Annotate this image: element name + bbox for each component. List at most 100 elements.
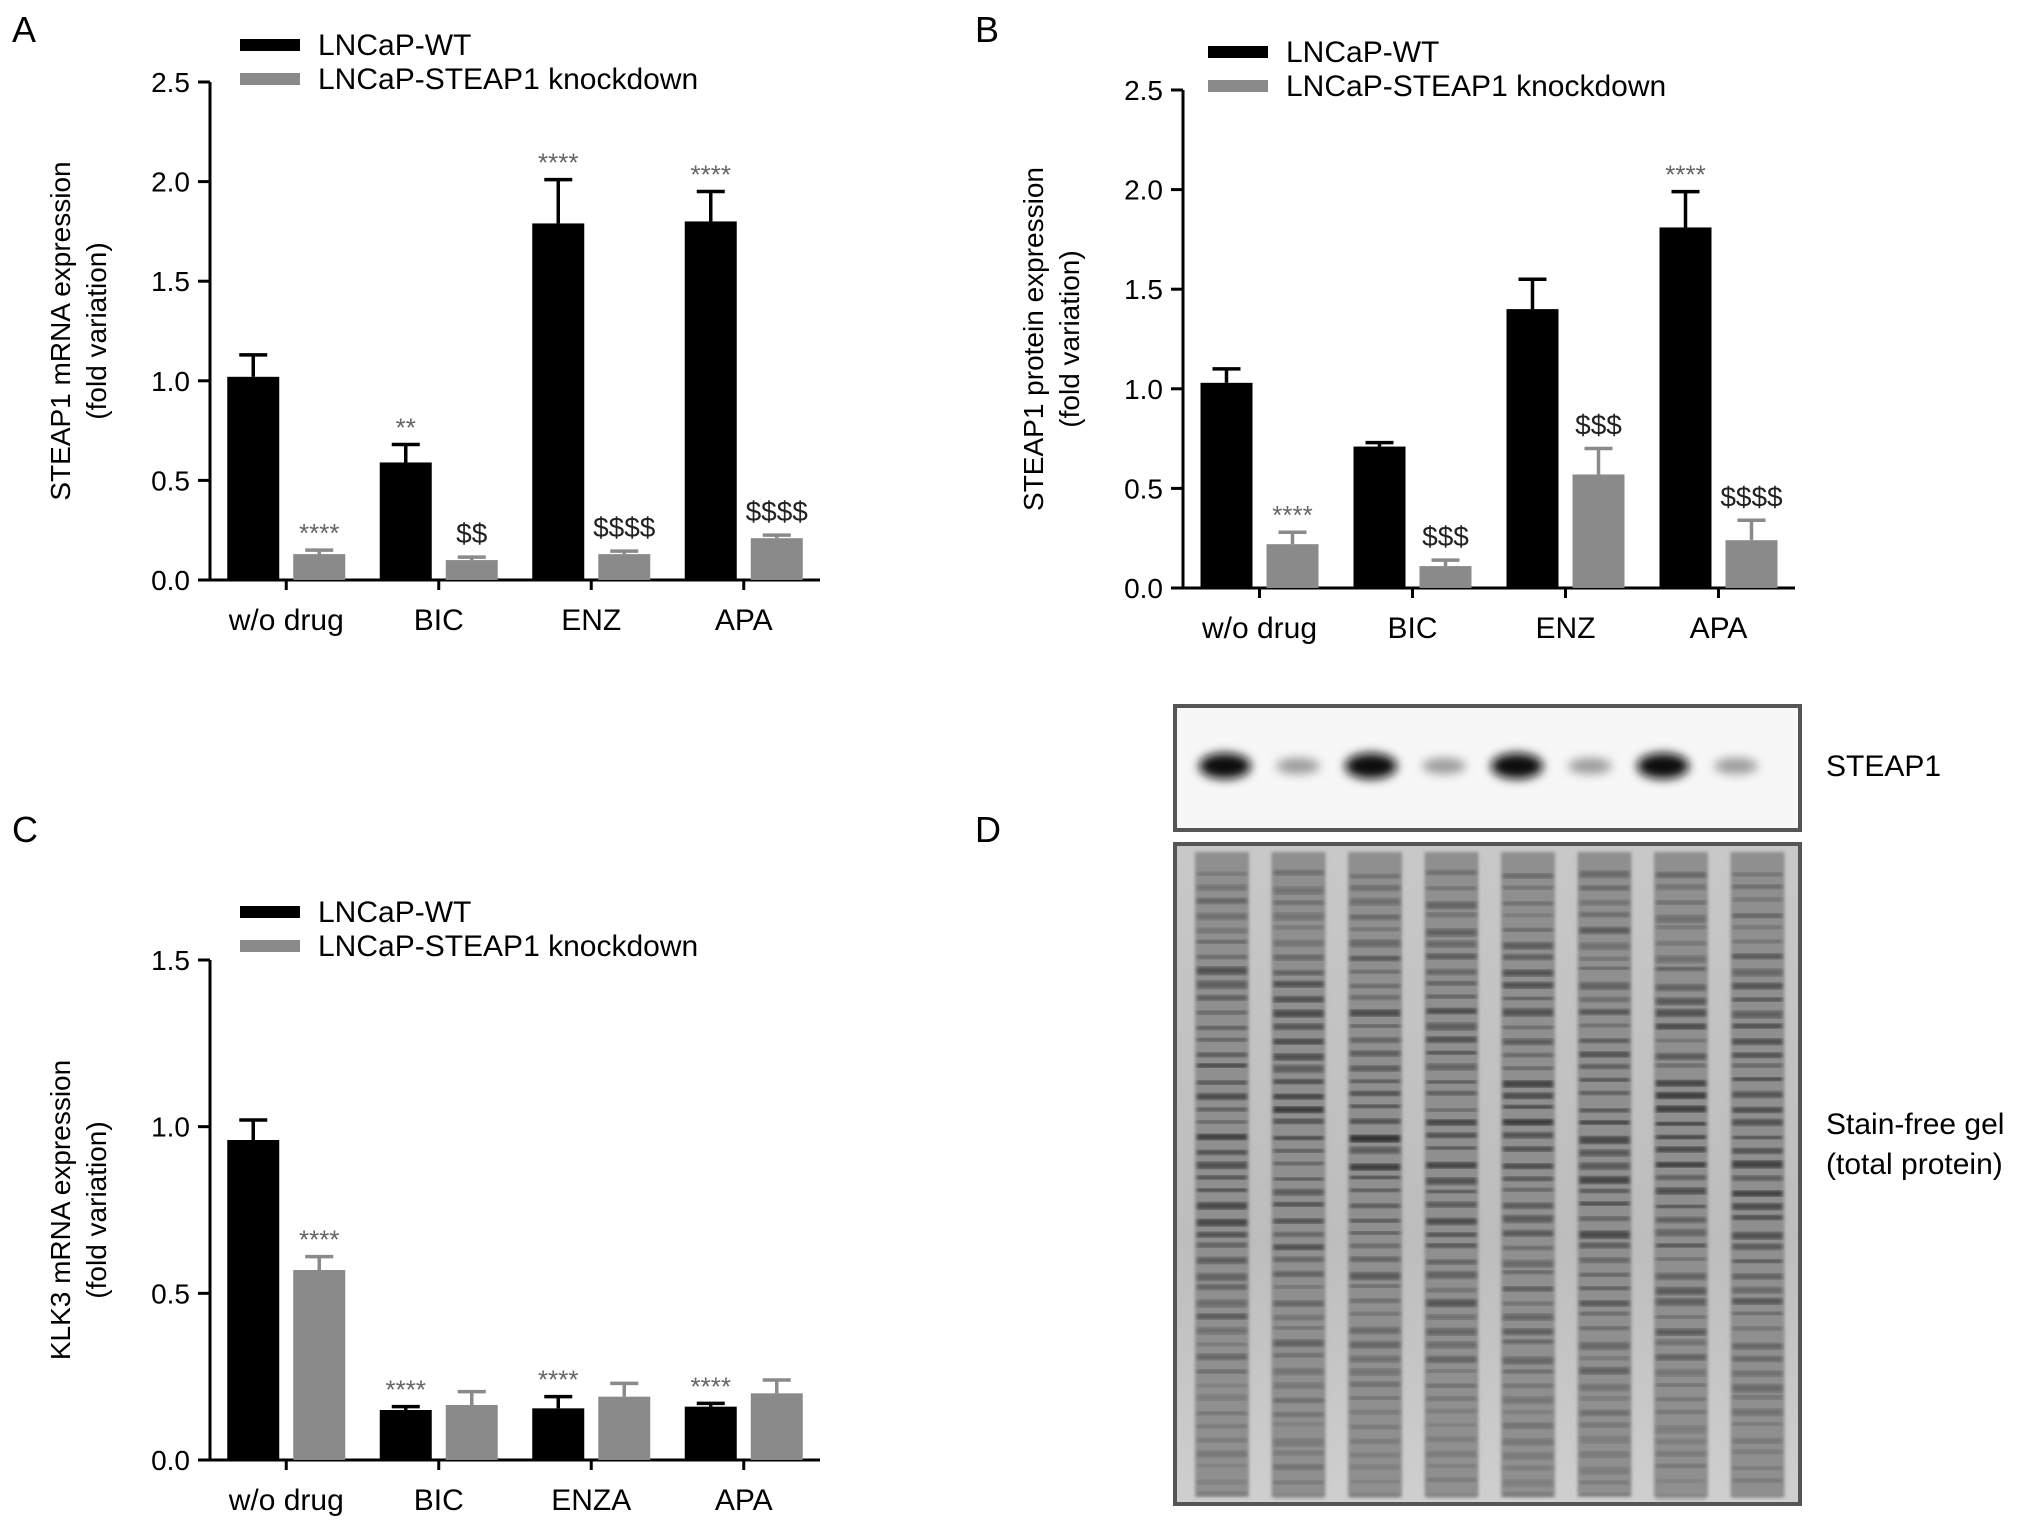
gel-band [1426,912,1477,918]
gel-band [1732,1052,1783,1059]
chart-b: 0.0 0.5 1.0 1.5 2.0 2.5 STEAP1 protein express… [1018,36,1795,645]
gel-band [1656,1092,1706,1099]
gel-band [1503,1438,1553,1446]
gel-band [1579,1023,1630,1027]
gel-band [1350,1163,1400,1171]
gel-band [1656,925,1706,930]
gel-band [1732,1438,1783,1444]
gel-band [1732,1449,1783,1455]
gel-band [1197,1161,1247,1169]
gel-band [1579,912,1630,918]
bar [750,538,803,580]
gel-band [1426,940,1477,948]
gel-band [1273,1326,1324,1330]
gel-band [1732,982,1783,990]
gel-band [1350,939,1400,948]
significance-label: $$$$ [1720,481,1783,512]
gel-band [1197,1175,1247,1180]
gel-band [1350,1118,1400,1124]
gel-band [1732,1297,1783,1305]
gel-band [1656,884,1706,890]
bar [445,560,498,580]
gel-band [1732,953,1783,960]
gel-band [1503,1328,1553,1335]
gel-band [1350,1298,1400,1304]
gel-band [1197,1479,1247,1485]
gel-band [1579,942,1630,950]
gel-band [1197,1037,1247,1042]
gel-band [1426,1408,1477,1414]
gel-band [1579,927,1630,934]
gel-band [1656,1494,1706,1501]
gel-band [1732,1326,1783,1331]
gel-band [1350,898,1400,906]
gel-band [1273,1118,1324,1124]
gel-band [1503,1452,1553,1460]
gel-band [1579,1422,1630,1428]
gel-band [1197,1133,1247,1141]
gel-band [1273,1244,1324,1251]
gel-band [1426,980,1477,986]
gel-band [1426,1328,1477,1336]
gel-band [1579,1038,1630,1043]
gel-band [1197,1491,1247,1497]
gel-band [1426,1063,1477,1071]
category-label: w/o drug [1201,612,1317,645]
gel-band [1426,1271,1477,1279]
gel-band [1426,1299,1477,1307]
category-label: ENZ [561,604,621,637]
bar [1659,227,1712,588]
gel-band [1426,1218,1477,1225]
gel-band [1579,1272,1630,1277]
gel-band [1579,1383,1630,1391]
gel-band [1579,997,1630,1002]
gel-band [1732,1160,1783,1169]
gel-band [1350,914,1400,921]
gel-band [1579,1300,1630,1307]
gel-band [1426,1493,1477,1500]
gel-band [1579,1051,1630,1058]
gel-band [1350,1410,1400,1415]
gel-band [1197,994,1247,1001]
gel-band [1732,1408,1783,1416]
gel-band [1350,1368,1400,1376]
bar [1572,474,1625,588]
bar [227,376,280,580]
legend-swatch [240,73,300,85]
gel-band [1350,983,1400,989]
gel-band [1656,1063,1706,1068]
gel-band [1426,1259,1477,1265]
gel-band [1426,1146,1477,1150]
gel-band [1350,873,1400,879]
steap1-band [1491,753,1543,779]
gel-band [1579,956,1630,961]
gel-band [1579,1009,1630,1015]
gel-band [1732,1422,1783,1426]
gel-band [1273,1188,1324,1196]
gel-band [1579,1356,1630,1360]
gel-band [1350,1312,1400,1316]
panel-letter-b: B [975,9,999,50]
legend-label: LNCaP-STEAP1 knockdown [318,930,698,963]
gel-band [1579,1435,1630,1444]
gel-lane [1730,852,1785,1497]
gel-band [1273,996,1324,1003]
gel-band [1656,1328,1706,1336]
y-tick-label: 1.0 [1124,374,1163,405]
gel-band [1426,928,1477,937]
legend-swatch [1208,46,1268,58]
significance-label: **** [386,1375,426,1405]
gel-band [1579,1201,1630,1206]
gel-band [1350,885,1400,891]
gel-band [1197,1411,1247,1416]
gel-band [1579,1064,1630,1069]
gel-band [1197,1149,1247,1156]
gel-band [1656,1315,1706,1319]
significance-label: $$$$ [593,512,656,543]
y-axis-title: (fold variation) [81,1121,112,1298]
gel-band [1503,1230,1553,1237]
gel-band [1503,927,1553,932]
gel-band [1197,1231,1247,1238]
gel-band [1732,939,1783,944]
